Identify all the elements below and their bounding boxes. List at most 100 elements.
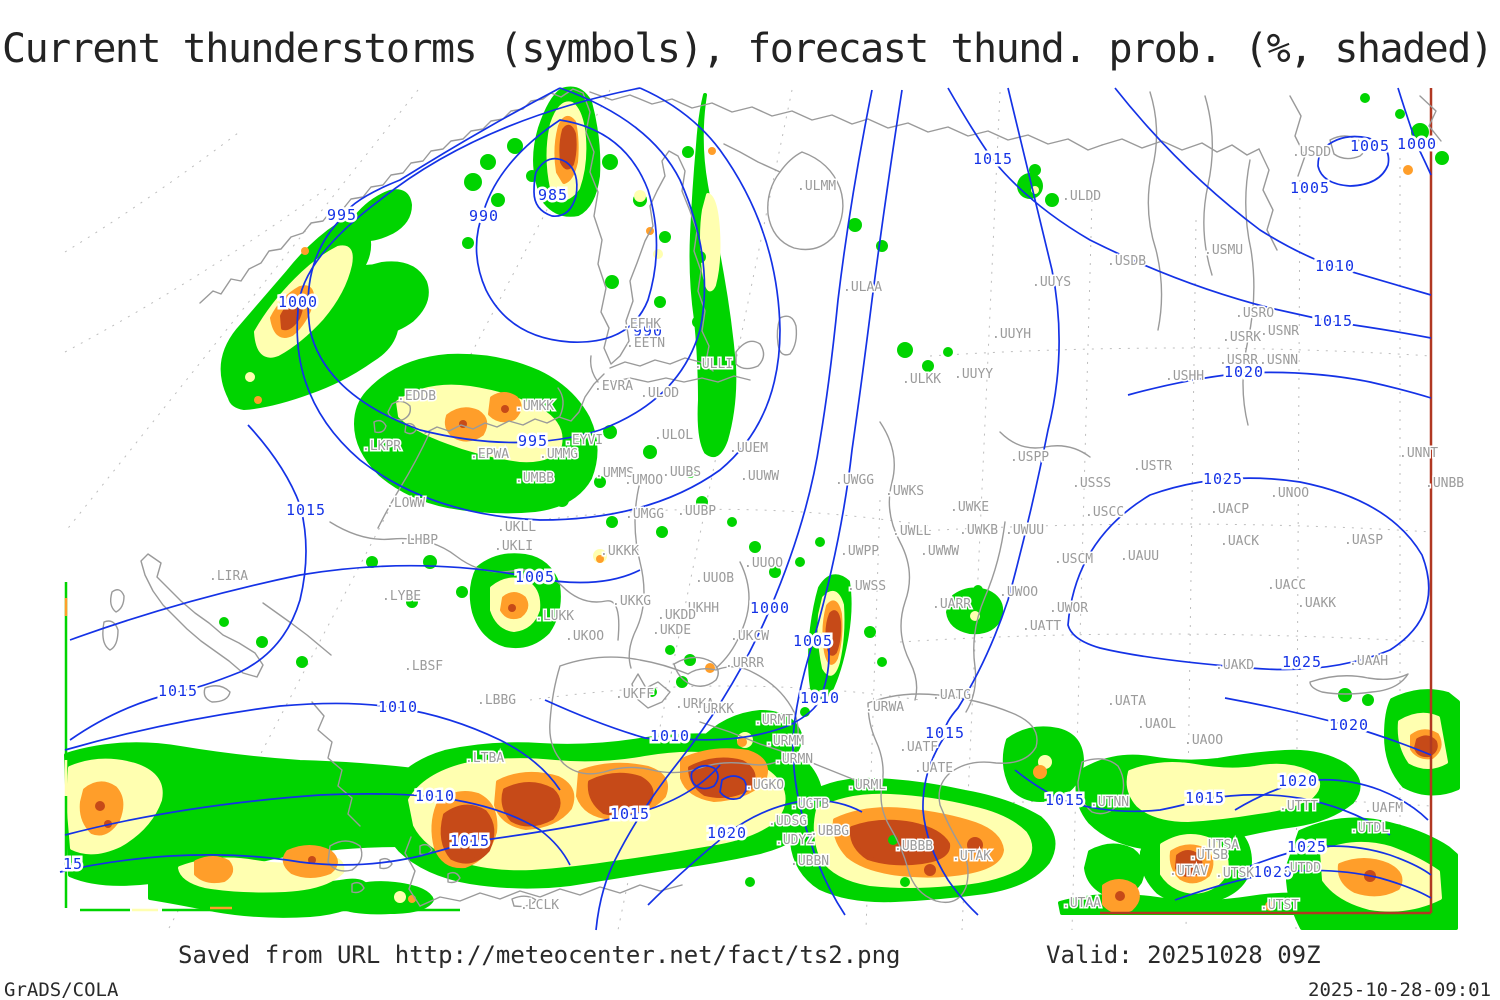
station-label: .EFHK	[622, 317, 661, 332]
coastline	[549, 656, 799, 775]
isobar-label: 1015	[450, 832, 490, 850]
station-label: .USSS	[1072, 476, 1111, 491]
shading-speck-green	[684, 466, 696, 478]
isobar-line	[533, 157, 578, 217]
isobar-line	[1234, 778, 1429, 821]
isobar-line	[1114, 87, 1432, 296]
shading-speck-green	[567, 412, 583, 428]
coastline	[329, 521, 620, 641]
isobar-line	[1224, 697, 1432, 756]
shading-speck-red	[95, 801, 105, 811]
isobar-label: 995	[518, 432, 548, 450]
station-label: .UWKS	[885, 484, 924, 499]
coastline	[723, 143, 781, 173]
coastline	[327, 840, 363, 872]
coastline	[1309, 673, 1409, 695]
station-label: .USRO	[1235, 306, 1274, 321]
isobar-line	[1174, 869, 1432, 901]
station-label: .LCLK	[520, 898, 559, 913]
coastline	[609, 357, 713, 371]
coastline	[699, 721, 877, 791]
isobar-line	[59, 764, 721, 873]
coastline	[262, 602, 332, 656]
station-label: .UACP	[1210, 502, 1249, 517]
shading-region-green	[349, 189, 412, 242]
station-label: .UDSG	[768, 814, 807, 829]
station-label: .UATT	[1022, 619, 1061, 634]
station-label: .UWOR	[1049, 601, 1088, 616]
station-label: .UKHH	[680, 601, 719, 616]
isobar-label: 990	[633, 322, 663, 340]
shading-speck-green	[456, 586, 468, 598]
coastline	[767, 151, 844, 251]
station-label: .UTSB	[1189, 848, 1228, 863]
station-label: .EVRA	[594, 379, 633, 394]
station-label: .LUKK	[535, 609, 574, 624]
station-label: .UMGG	[625, 507, 664, 522]
isobar-label: 1000	[278, 293, 318, 311]
shading-speck-green	[864, 626, 876, 638]
isobar-label: 1020	[1278, 772, 1318, 790]
shading-speck-red	[501, 405, 509, 413]
shading-speck-green	[480, 154, 496, 170]
station-label: .UUBS	[662, 465, 701, 480]
shading-speck-green	[256, 636, 268, 648]
station-label: .UBBB	[894, 839, 933, 854]
grads-cola-credit: GrADS/COLA	[4, 979, 119, 1000]
station-label: .LTBA	[465, 751, 504, 766]
shading-speck-green	[406, 596, 418, 608]
shading-speck-green	[769, 566, 781, 578]
isobar-label: 15	[63, 855, 83, 873]
isobar-line	[719, 775, 748, 800]
coastline	[311, 701, 361, 827]
isobar-label: 1000	[750, 599, 790, 617]
shading-speck-orange	[1403, 165, 1413, 175]
shading-speck-orange	[708, 147, 716, 155]
shading-speck-green	[602, 154, 618, 170]
shading-speck-green	[647, 687, 657, 697]
coastline	[377, 431, 431, 529]
station-label: .UKLL	[497, 520, 536, 535]
station-label: .UUEM	[729, 441, 768, 456]
isobar-line	[1067, 477, 1430, 671]
isobar-label: 1010	[650, 727, 690, 745]
shading-speck-yellow	[245, 372, 255, 382]
shading-speck-green	[727, 517, 737, 527]
shading-speck-green	[219, 617, 229, 627]
station-label: .LBBG	[477, 693, 516, 708]
coastline	[735, 340, 765, 370]
coastline	[404, 422, 417, 435]
station-label: .USPP	[1010, 450, 1049, 465]
coastline	[557, 387, 564, 417]
coastline	[419, 884, 683, 907]
shading-speck-green	[659, 231, 671, 243]
station-label: .UAOO	[1184, 733, 1223, 748]
station-label: .URMT	[754, 713, 793, 728]
shading-speck-green	[491, 193, 505, 207]
isobar-label: 1015	[1045, 791, 1085, 809]
station-label: .ULDD	[1062, 189, 1101, 204]
shading-speck-red	[508, 604, 516, 612]
coastline	[589, 91, 1103, 151]
graticule-line	[1185, 219, 1197, 931]
shading-speck-green	[1435, 151, 1449, 165]
station-label: .LIRA	[209, 569, 248, 584]
station-label: .LOWW	[386, 496, 425, 511]
isobar-label: 1015	[158, 682, 198, 700]
station-label: .UMMS	[595, 466, 634, 481]
shading-speck-red	[924, 864, 936, 876]
station-label: .LKPR	[362, 439, 401, 454]
shading-region-red	[825, 610, 842, 656]
coastline	[1258, 148, 1278, 251]
station-label: .UMMG	[539, 447, 578, 462]
station-label: .UUWW	[740, 469, 779, 484]
station-label: .UASP	[1344, 533, 1383, 548]
station-label: .UKKG	[612, 594, 651, 609]
shading-speck-green	[656, 526, 668, 538]
shading-speck-green	[643, 445, 657, 459]
shading-speck-green	[507, 138, 523, 154]
coastline	[109, 589, 125, 613]
shading-speck-green	[848, 218, 862, 232]
station-label: .UGKO	[745, 778, 784, 793]
